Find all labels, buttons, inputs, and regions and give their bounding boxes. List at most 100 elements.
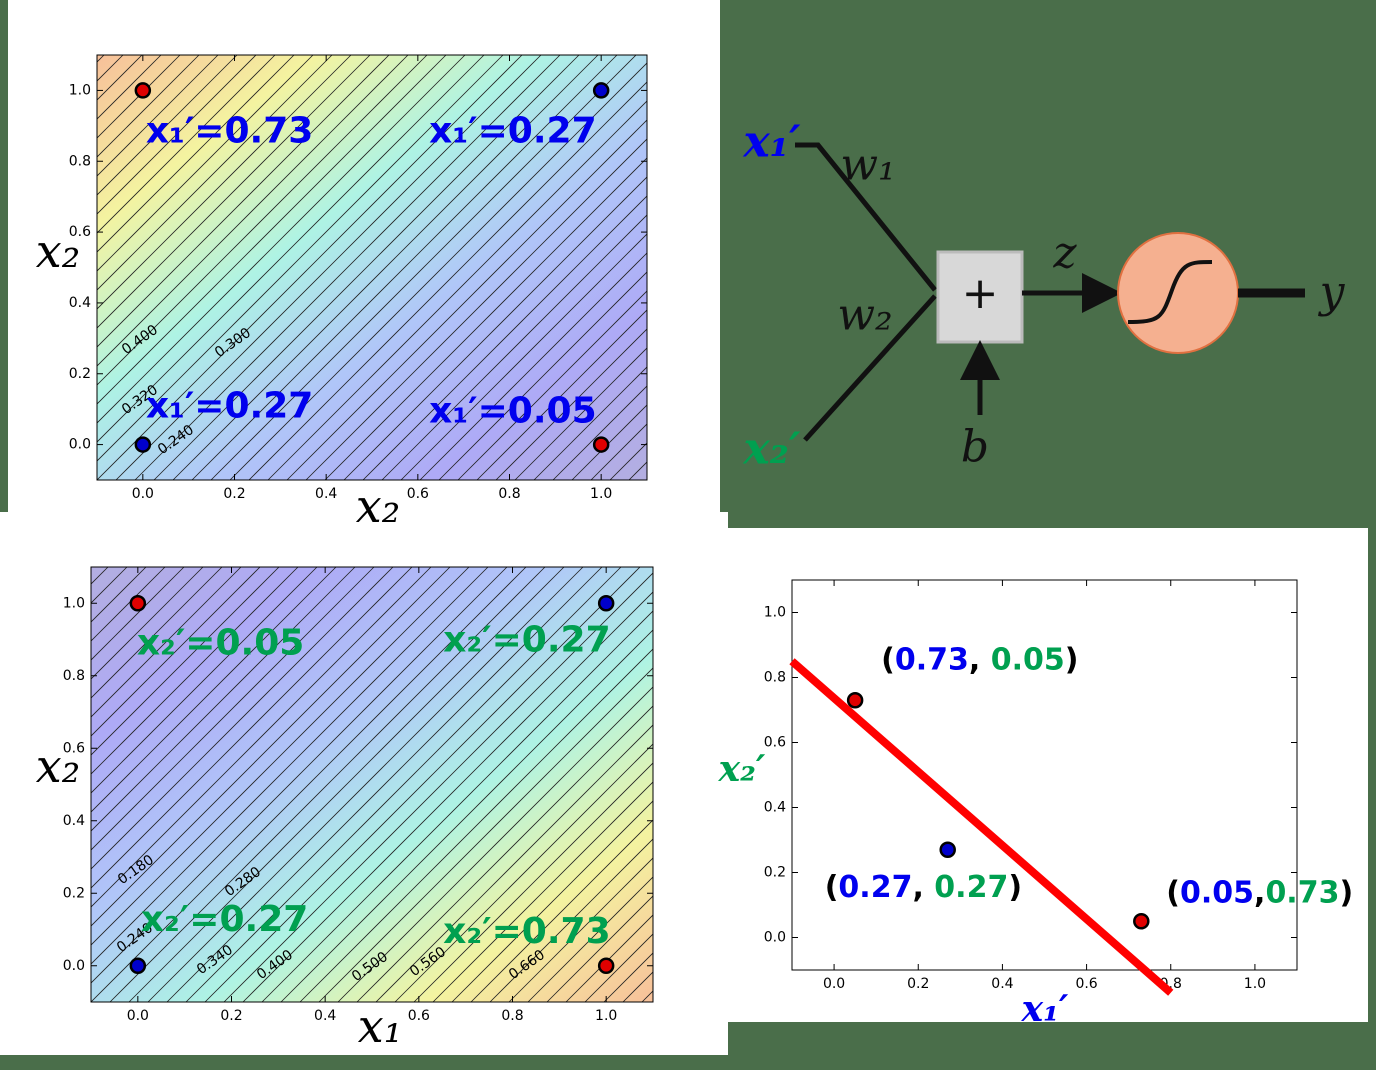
- contour-line: [394, 743, 653, 1002]
- contour-line: [91, 567, 413, 889]
- contour-line: [324, 157, 647, 480]
- point: [1133, 913, 1150, 930]
- point-label-part: ,: [912, 869, 934, 904]
- contour-line: [185, 567, 622, 1002]
- bias-label: b: [961, 422, 989, 473]
- contour-line: [91, 567, 527, 1002]
- x-axis-label: x₁′: [1021, 988, 1069, 1030]
- contour-line: [115, 55, 542, 480]
- contour-line: [134, 55, 561, 480]
- point-label: (0.73, 0.05): [881, 642, 1078, 677]
- contour-line: [166, 567, 603, 1002]
- contour-line: [552, 385, 647, 480]
- point-label: (0.05,0.73): [1166, 875, 1353, 910]
- contour-line: [97, 55, 257, 215]
- annotation: x₂′=0.27: [443, 619, 610, 660]
- plot-frame: [96, 54, 648, 481]
- contour-line: [97, 55, 333, 291]
- x-tick-label: 1.0: [595, 1008, 617, 1024]
- contour-line: [343, 176, 647, 480]
- contour-line: [495, 328, 647, 480]
- x-tick-label: 1.0: [590, 486, 612, 502]
- contour-line: [109, 567, 546, 1002]
- point-label-part: (: [881, 642, 895, 677]
- activation-node: [1117, 232, 1239, 354]
- point-label-part: (: [1166, 875, 1180, 910]
- point: [846, 692, 864, 709]
- x-tick-label: 1.0: [1244, 976, 1266, 992]
- point-label-part: ,: [969, 642, 991, 677]
- contour-line: [91, 567, 223, 699]
- contour-line: [280, 629, 653, 1002]
- contour-line: [153, 55, 580, 480]
- sum-label: +: [962, 268, 999, 319]
- contour-line: [91, 567, 242, 718]
- y-tick-label: 0.8: [69, 153, 91, 169]
- contour-line: [242, 591, 653, 1002]
- contour-line: [172, 55, 599, 480]
- contour-line: [533, 366, 647, 480]
- contour-line: [489, 838, 653, 1002]
- contour-lines: [97, 55, 1092, 480]
- point-label-part: ,: [1254, 875, 1265, 910]
- contour-line: [91, 567, 432, 908]
- x-tick-label: 0.0: [127, 1008, 149, 1024]
- y-tick-label: 0.4: [63, 813, 85, 829]
- x-tick-label: 0.4: [315, 486, 337, 502]
- contour-line: [97, 55, 181, 139]
- contour-line: [191, 55, 618, 480]
- x-tick-label: 0.4: [991, 976, 1013, 992]
- contour-line: [229, 62, 647, 480]
- point-label-part: 0.27: [838, 869, 912, 904]
- point-label-part: ): [1008, 869, 1022, 904]
- weight-label: w₁: [840, 140, 895, 191]
- y-tick-label: 0.6: [764, 735, 786, 751]
- contour-line: [91, 567, 318, 794]
- contour-line: [91, 567, 451, 927]
- z-label: z: [1052, 228, 1077, 279]
- point-label-part: 0.73: [895, 642, 969, 677]
- contour-line: [438, 271, 647, 480]
- point-label-part: 0.73: [1265, 875, 1339, 910]
- contour-line: [667, 55, 1092, 480]
- contour-line: [91, 567, 375, 851]
- x-tick-label: 0.2: [220, 1008, 242, 1024]
- contour-line: [97, 55, 276, 234]
- input-label: x₁′: [742, 117, 801, 168]
- point: [597, 595, 615, 612]
- point: [134, 436, 152, 453]
- point-label-part: 0.27: [934, 869, 1008, 904]
- contour-line: [97, 55, 238, 196]
- x-tick-label: 0.6: [407, 486, 429, 502]
- contour-line: [337, 686, 653, 1002]
- contour-line: [381, 214, 647, 480]
- contour-line: [565, 914, 653, 1002]
- contour-line: [91, 567, 204, 680]
- y-tick-label: 0.6: [69, 224, 91, 240]
- y-axis-label: x₂: [36, 224, 80, 278]
- contour-line: [457, 290, 647, 480]
- contour-line: [508, 857, 653, 1002]
- y-tick-label: 0.8: [63, 668, 85, 684]
- contour-line: [514, 347, 647, 480]
- plot-frame: [90, 566, 654, 1003]
- point-label-part: ): [1065, 642, 1079, 677]
- x-tick-label: 0.6: [408, 1008, 430, 1024]
- y-tick-label: 0.2: [69, 366, 91, 382]
- point: [129, 595, 147, 612]
- contour-line: [299, 648, 653, 1002]
- y-tick-label: 0.6: [63, 740, 85, 756]
- x-tick-label: 0.2: [223, 486, 245, 502]
- contour-line: [400, 233, 647, 480]
- contour-line: [97, 55, 485, 443]
- annotation: x₁′=0.73: [146, 110, 313, 151]
- x-tick-label: 0.8: [498, 486, 520, 502]
- contour-line: [318, 667, 653, 1002]
- contour-line: [419, 252, 647, 480]
- contour-line: [204, 567, 641, 1002]
- point: [134, 82, 152, 99]
- contour-line: [91, 567, 356, 832]
- point-label-part: 0.05: [1180, 875, 1254, 910]
- point-label-part: (: [825, 869, 839, 904]
